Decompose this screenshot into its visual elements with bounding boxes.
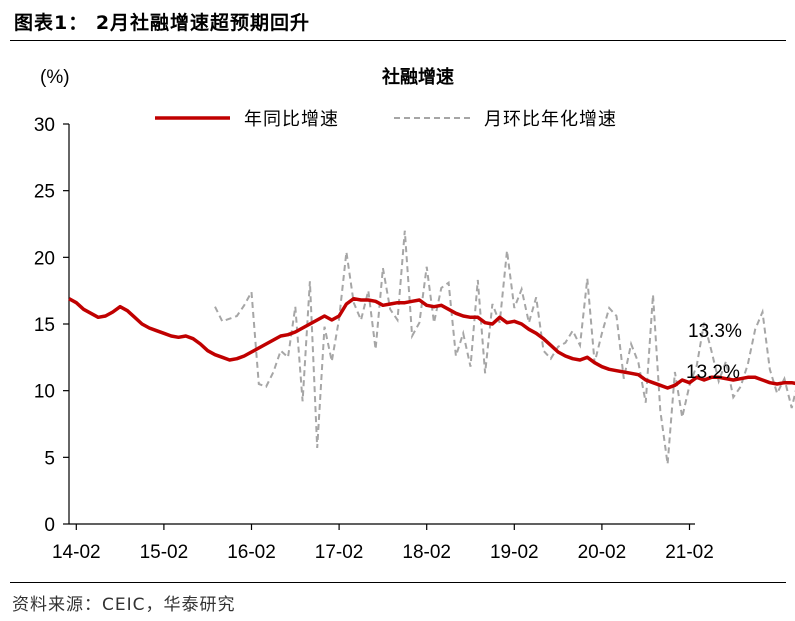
y-tick-label: 5 xyxy=(44,448,55,469)
x-tick-label: 17-02 xyxy=(315,542,364,563)
source-note: 资料来源：CEIC，华泰研究 xyxy=(12,595,236,615)
y-tick-label: 30 xyxy=(34,115,55,136)
footer-divider xyxy=(10,582,786,583)
y-axis-label: (%) xyxy=(40,67,70,88)
x-tick-label: 15-02 xyxy=(140,542,189,563)
legend-label-mom: 月环比年化增速 xyxy=(484,109,617,130)
end-label-yoy: 13.3% xyxy=(688,321,742,342)
series-line-mom xyxy=(214,230,795,465)
figure-title: 图表1： 2月社融增速超预期回升 xyxy=(14,12,311,34)
x-tick-label: 21-02 xyxy=(665,542,714,563)
legend-label-yoy: 年同比增速 xyxy=(244,109,339,130)
y-tick-label: 15 xyxy=(34,315,55,336)
x-tick-label: 20-02 xyxy=(578,542,627,563)
end-label-mom: 13.2% xyxy=(686,362,740,383)
y-tick-label: 10 xyxy=(34,382,55,403)
x-tick-label: 19-02 xyxy=(490,542,539,563)
x-tick-label: 16-02 xyxy=(227,542,276,563)
x-tick-label: 18-02 xyxy=(402,542,451,563)
y-tick-label: 20 xyxy=(34,248,55,269)
y-tick-label: 25 xyxy=(34,182,55,203)
chart-title: 社融增速 xyxy=(382,66,454,88)
header-divider xyxy=(10,40,786,41)
x-tick-label: 14-02 xyxy=(52,542,101,563)
series-line-yoy xyxy=(68,296,795,390)
y-tick-label: 0 xyxy=(44,515,55,536)
